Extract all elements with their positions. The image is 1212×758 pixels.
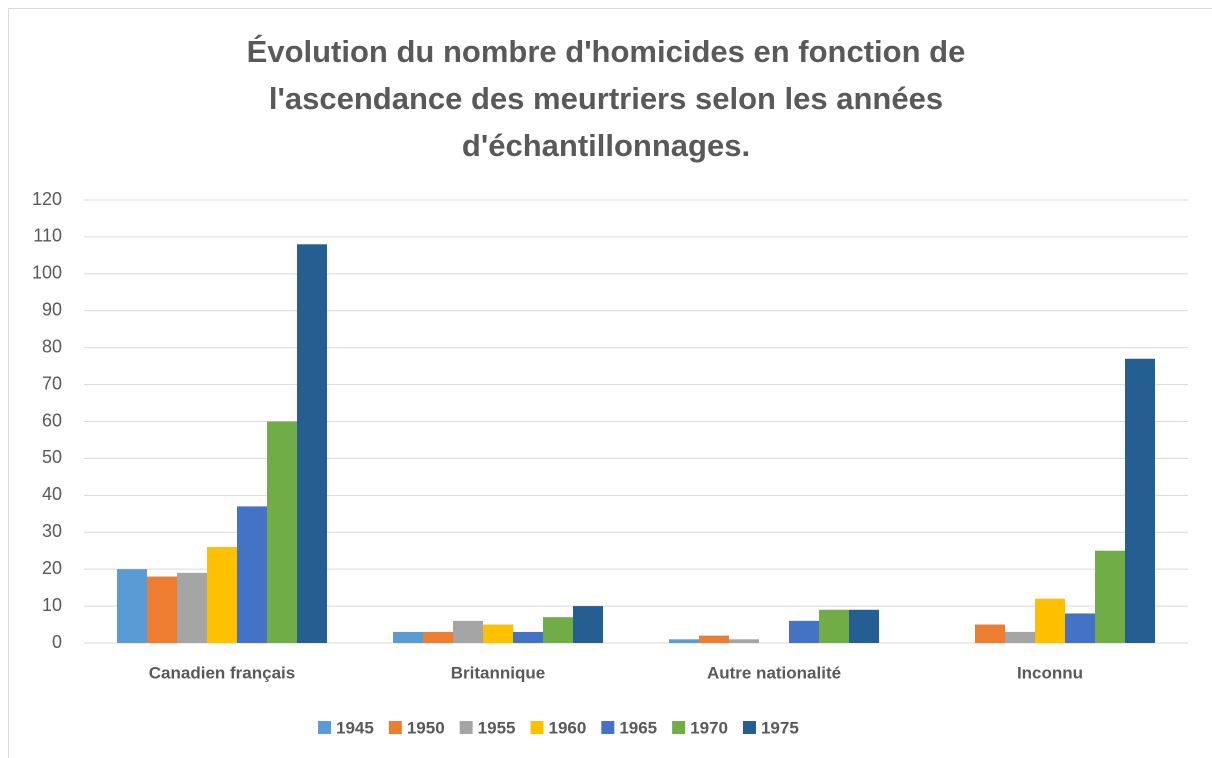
bar (573, 606, 603, 643)
bar (117, 569, 147, 643)
legend-label: 1965 (619, 718, 657, 737)
bar (147, 576, 177, 643)
y-tick-label: 20 (42, 558, 62, 578)
y-tick-label: 60 (42, 410, 62, 430)
bar (423, 631, 453, 643)
y-tick-label: 120 (32, 189, 62, 209)
bar (483, 624, 513, 643)
y-tick-label: 100 (32, 263, 62, 283)
bar (1065, 613, 1095, 643)
bar (237, 506, 267, 643)
bar (1035, 598, 1065, 643)
y-tick-label: 90 (42, 300, 62, 320)
bar (267, 421, 297, 643)
x-tick-label: Britannique (451, 663, 545, 682)
bar (297, 244, 327, 644)
y-tick-label: 40 (42, 484, 62, 504)
y-tick-label: 70 (42, 373, 62, 393)
bar (849, 609, 879, 643)
legend-label: 1970 (690, 718, 728, 737)
y-tick-label: 10 (42, 595, 62, 615)
legend-label: 1955 (478, 718, 516, 737)
bar (729, 639, 759, 643)
legend-swatch (530, 721, 544, 734)
bar (1005, 631, 1035, 643)
x-tick-label: Inconnu (1017, 663, 1083, 682)
chart-frame (8, 8, 1212, 758)
bar (1125, 358, 1155, 643)
bar (177, 572, 207, 643)
bar (699, 635, 729, 643)
bar (789, 620, 819, 643)
legend-swatch (601, 721, 615, 734)
x-tick-label: Canadien français (149, 663, 295, 682)
chart-title: Évolution du nombre d'homicides en fonct… (246, 34, 966, 163)
legend-swatch (742, 721, 756, 734)
bar (819, 609, 849, 643)
y-tick-label: 0 (52, 632, 62, 652)
legend-swatch (388, 721, 402, 734)
bar (513, 631, 543, 643)
bar (1095, 550, 1125, 643)
bar (975, 624, 1005, 643)
bar (669, 639, 699, 643)
bar (393, 631, 423, 643)
y-tick-label: 30 (42, 521, 62, 541)
y-tick-label: 110 (33, 226, 62, 246)
legend-label: 1945 (336, 718, 374, 737)
bar (453, 620, 483, 643)
legend-swatch (459, 721, 473, 734)
legend-label: 1950 (407, 718, 445, 737)
bar (543, 617, 573, 643)
y-tick-label: 80 (42, 336, 62, 356)
legend-label: 1960 (548, 718, 586, 737)
legend-swatch (672, 721, 686, 734)
legend-label: 1975 (761, 718, 799, 737)
legend-swatch (318, 721, 331, 734)
y-tick-label: 50 (42, 447, 62, 467)
bar (207, 547, 237, 643)
x-tick-label: Autre nationalité (707, 663, 841, 682)
